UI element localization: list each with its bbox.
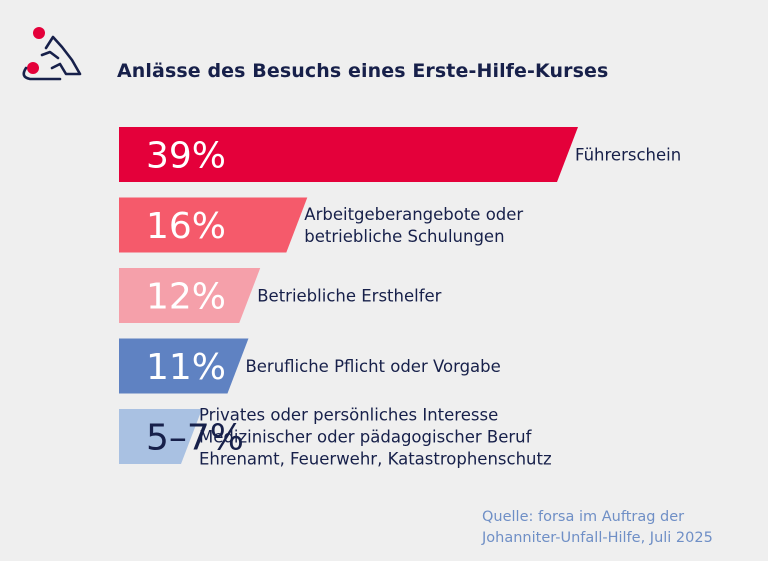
- value-label-2: 16%: [146, 206, 226, 247]
- value-label-3: 12%: [146, 277, 226, 318]
- source-line-2: Johanniter-Unfall-Hilfe, Juli 2025: [482, 530, 713, 546]
- logo-arm: [40, 50, 60, 60]
- category-label-5-line-2: Medizinischer oder pädagogischer Beruf: [199, 428, 533, 447]
- logo-dot-bottom: [27, 62, 39, 74]
- logo-base: [22, 66, 62, 81]
- logo-figure: [44, 35, 82, 76]
- first-aid-cpr-icon: [22, 27, 82, 81]
- chart-title: Anlässe des Besuchs eines Erste-Hilfe-Ku…: [117, 60, 609, 82]
- bar-1: [119, 127, 578, 182]
- bar-4: [119, 338, 249, 394]
- category-label-3: Betriebliche Ersthelfer: [257, 287, 441, 306]
- bar-2: [119, 197, 308, 253]
- source-line-1: Quelle: forsa im Auftrag der: [482, 509, 685, 525]
- category-label-2-line-1: Arbeitgeberangebote oder: [304, 205, 523, 224]
- source-note: Quelle: forsa im Auftrag der Johanniter-…: [482, 507, 713, 549]
- category-label-5-line-1: Privates oder persönliches Interesse: [199, 406, 498, 425]
- value-label-5: 5–7%: [146, 418, 244, 459]
- category-label-2-line-2: betriebliche Schulungen: [304, 227, 504, 246]
- category-label-4: Berufliche Pflicht oder Vorgabe: [245, 357, 500, 376]
- category-label-5-line-3: Ehrenamt, Feuerwehr, Katastrophenschutz: [199, 450, 552, 469]
- bar-5: [119, 409, 202, 464]
- value-label-4: 11%: [146, 347, 226, 388]
- logo-dot-top: [33, 27, 45, 39]
- bar-3: [119, 268, 261, 323]
- category-label-1: Führerschein: [575, 146, 681, 165]
- value-label-1: 39%: [146, 136, 226, 177]
